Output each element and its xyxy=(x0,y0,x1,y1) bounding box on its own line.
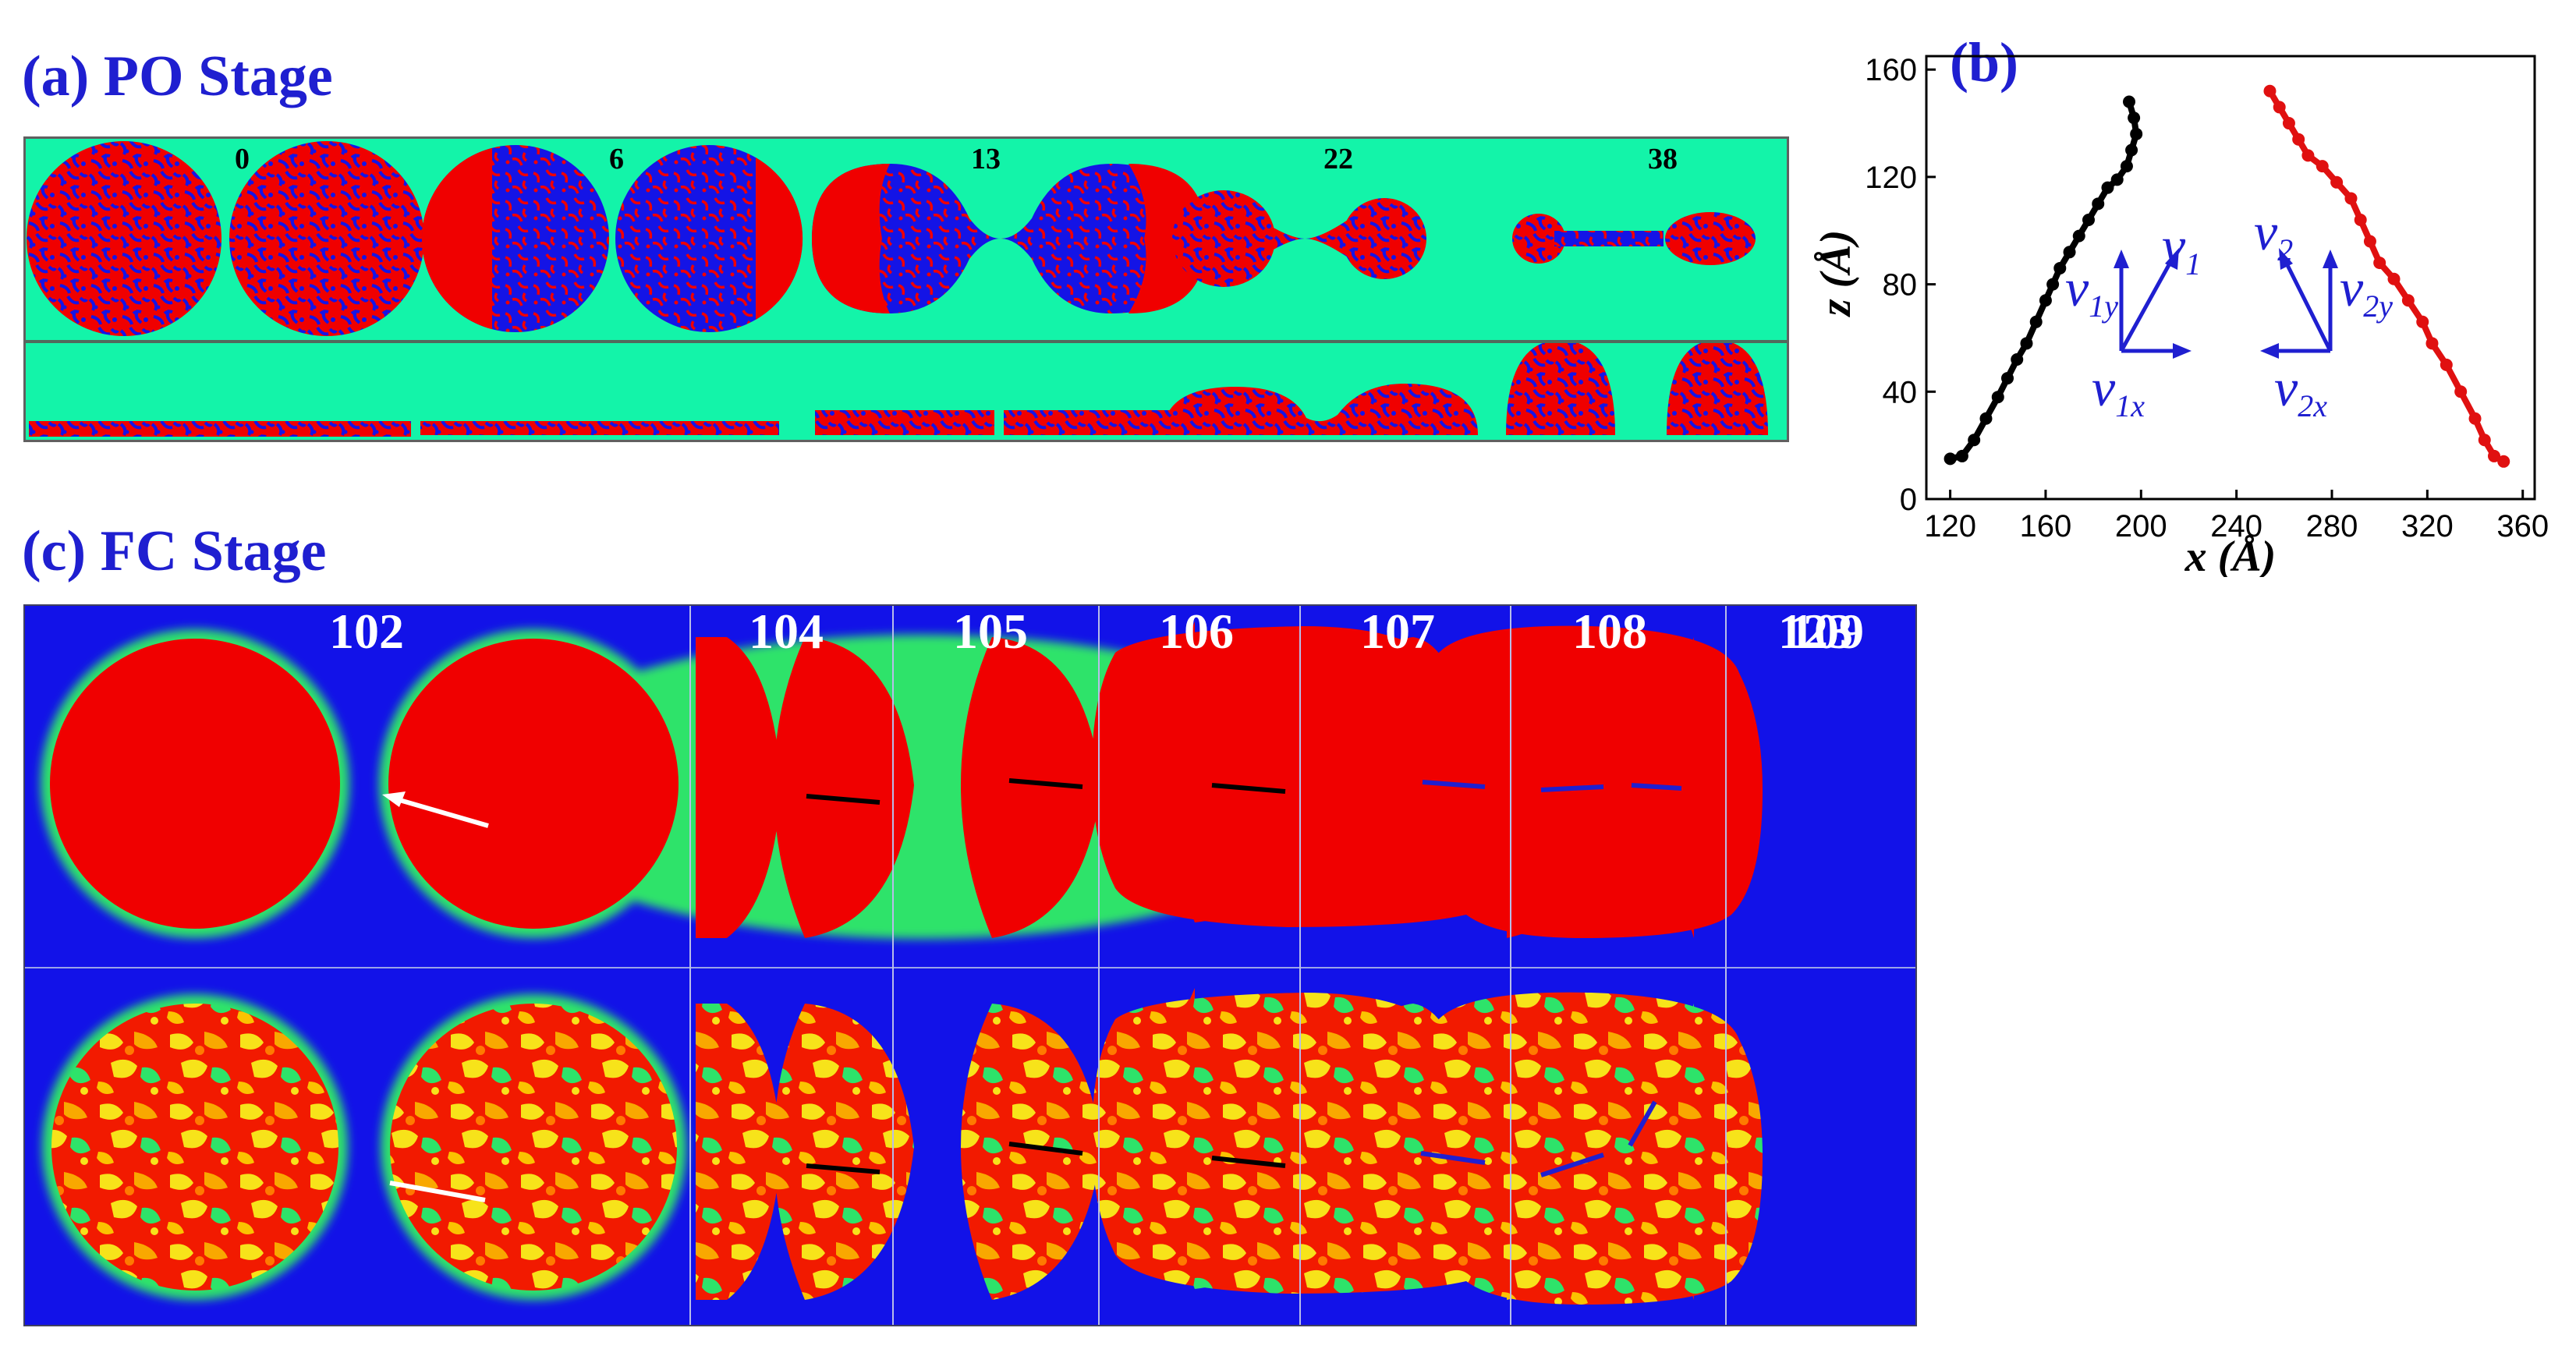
series-2-point xyxy=(2387,272,2401,285)
series-2-point xyxy=(2301,149,2315,162)
po-frame-label: 6 xyxy=(609,143,624,175)
series-2-point xyxy=(2468,412,2482,425)
chart-ticks: 120 160 200 240 280 320 360 0 40 80 120 160 xyxy=(1865,53,2549,543)
y-tick-label: 40 xyxy=(1883,375,1918,409)
chart-x-label: x (Å) xyxy=(2184,533,2277,577)
series-1-point xyxy=(2053,261,2067,274)
chart-y-label: z (Å) xyxy=(1812,230,1860,317)
fc-frame-divider xyxy=(1299,606,1301,1325)
series-1-point xyxy=(2123,95,2135,108)
po-frame-label: 38 xyxy=(1648,143,1678,175)
fc-frame-divider xyxy=(1510,606,1511,1325)
chart-panel-label: (b) xyxy=(1950,31,2018,94)
series-1-point xyxy=(2072,229,2085,243)
v2-vector-diagram xyxy=(2260,248,2338,359)
fc-frame-label: 105 xyxy=(953,604,1028,659)
v2y-label: v2y xyxy=(2340,258,2393,324)
fc-frame-label: 109 xyxy=(1789,604,1864,659)
po-frame-label: 13 xyxy=(971,143,1001,175)
v1-label: v1 xyxy=(2162,216,2201,281)
po-frame-label: 22 xyxy=(1323,143,1353,175)
series-1-point xyxy=(1968,434,1981,447)
panel-c-title: (c) FC Stage xyxy=(22,519,327,583)
series-1-point xyxy=(2020,337,2033,350)
po-frame-label: 0 xyxy=(235,143,250,175)
series-1-point xyxy=(2046,278,2060,291)
series-2-point xyxy=(2425,337,2439,350)
series-1-point xyxy=(2128,112,2141,125)
series-2-point xyxy=(2478,434,2491,447)
series-2-point xyxy=(2282,117,2295,130)
v1x-label: v1x xyxy=(2092,358,2145,423)
series-1-point xyxy=(1955,449,1968,462)
series-1-point xyxy=(1979,412,1993,425)
fc-frame-label: 106 xyxy=(1159,604,1234,659)
series-2-point xyxy=(2330,175,2344,189)
series-1-point xyxy=(2063,246,2076,259)
series-1-point xyxy=(2125,143,2138,157)
chart-frame xyxy=(1925,55,2536,501)
series-1-point xyxy=(2092,197,2105,211)
panel-a-title: (a) PO Stage xyxy=(22,44,333,108)
series-2-point xyxy=(2497,455,2510,468)
series-2-point xyxy=(2401,294,2415,307)
series-1-point xyxy=(1991,391,2004,404)
panel-b-chart: (b) 120 160 200 240 280 320 360 0 40 80 120 160 x (… xyxy=(1812,31,2549,577)
fc-frame-divider xyxy=(1725,606,1727,1325)
series-2-point xyxy=(2292,133,2305,146)
series-1-point xyxy=(2101,181,2114,194)
fc-frame-divider xyxy=(892,606,894,1325)
fc-frame-label: 108 xyxy=(1572,604,1647,659)
x-tick-label: 120 xyxy=(1924,509,1976,543)
series-2-point xyxy=(2273,101,2286,114)
y-tick-label: 160 xyxy=(1865,53,1917,87)
v2-label: v2 xyxy=(2254,202,2293,267)
series-1-point xyxy=(2130,127,2143,140)
chart-series xyxy=(1944,84,2510,468)
v2x-label: v2x xyxy=(2274,358,2327,423)
fc-frame-label: 102 xyxy=(329,604,404,659)
x-tick-label: 320 xyxy=(2401,509,2454,543)
series-1-point xyxy=(2082,213,2095,226)
series-2-point xyxy=(2354,213,2367,226)
series-2-point xyxy=(2488,449,2500,462)
series-2-point xyxy=(2373,257,2386,270)
series-2-point xyxy=(2416,315,2429,328)
x-tick-label: 240 xyxy=(2210,509,2262,543)
chart-axes xyxy=(1925,55,2536,501)
fc-row-divider xyxy=(25,967,1915,968)
v1-vector-diagram xyxy=(2114,248,2192,359)
y-tick-label: 120 xyxy=(1865,161,1917,195)
series-1-point xyxy=(2001,372,2014,385)
x-tick-label: 280 xyxy=(2306,509,2358,543)
fc-droplets-drawing xyxy=(41,621,1763,1305)
po-stage-strip: 0 6 13 22 38 xyxy=(23,136,1789,442)
series-1-point xyxy=(2029,315,2043,328)
x-tick-label: 360 xyxy=(2496,509,2549,543)
fc-frame-label: 107 xyxy=(1360,604,1435,659)
po-strip-divider xyxy=(26,340,1787,343)
series-2-point xyxy=(2316,160,2329,173)
v1y-label: v1y xyxy=(2065,258,2118,324)
series-2-point xyxy=(2454,385,2468,398)
series-2-point xyxy=(2344,192,2358,205)
series-2-point xyxy=(2263,84,2277,97)
series-1-point xyxy=(2110,173,2124,186)
series-1-point xyxy=(2039,294,2052,307)
fc-frame-divider xyxy=(689,606,691,1325)
fc-frame-label: 123 xyxy=(1778,604,1853,659)
x-tick-label: 200 xyxy=(2115,509,2167,543)
y-tick-label: 0 xyxy=(1900,483,1917,517)
series-1-point xyxy=(1944,452,1957,466)
series-1-point xyxy=(2011,352,2024,366)
po-droplets-drawing xyxy=(27,141,1768,437)
series-1-point xyxy=(2120,160,2133,173)
series-2-point xyxy=(2440,358,2453,371)
series-2-point xyxy=(2363,235,2376,248)
fc-frame-divider xyxy=(1098,606,1100,1325)
fc-stage-panel: 102 104 105 106 107 108 109 123 xyxy=(23,604,1917,1326)
fc-frame-label: 104 xyxy=(749,604,824,659)
x-tick-label: 160 xyxy=(2020,509,2072,543)
y-tick-label: 80 xyxy=(1883,268,1918,303)
